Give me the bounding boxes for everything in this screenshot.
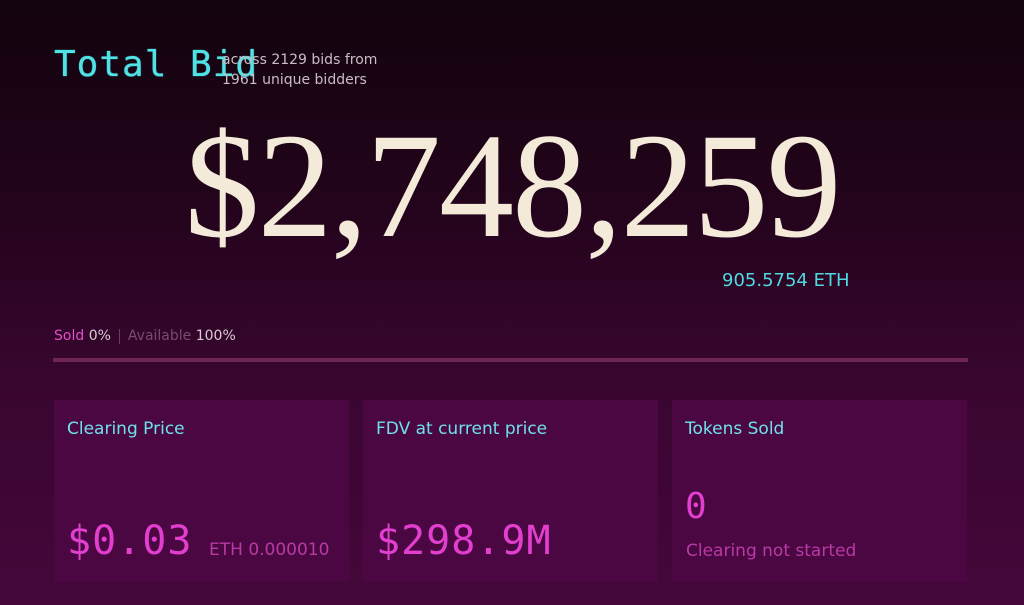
progress-labels: Sold 0% Available 100% — [54, 328, 236, 344]
card: Clearing Price $0.03 ETH 0.000010 — [54, 400, 349, 582]
card-value: $298.9M — [376, 518, 552, 564]
card-value: 0 — [685, 486, 708, 527]
total-eth: 905.5754 ETH — [722, 270, 850, 291]
card-note: ETH 0.000010 — [209, 540, 330, 560]
total-amount: $2,748,259 — [184, 103, 842, 269]
sold-value: 0% — [88, 328, 111, 344]
available-value: 100% — [195, 328, 236, 344]
card-title: Tokens Sold — [685, 419, 785, 439]
subtitle: across 2129 bids from 1961 unique bidder… — [222, 52, 378, 88]
card: FDV at current price $298.9M — [363, 400, 658, 582]
available-label: Available — [127, 328, 192, 344]
card: Tokens Sold 0 Clearing not started — [672, 400, 967, 582]
title: Total Bid — [54, 44, 259, 85]
separator — [118, 328, 120, 344]
card-note: Clearing not started — [686, 541, 857, 561]
card-value: $0.03 — [67, 518, 193, 564]
card-title: FDV at current price — [376, 419, 548, 439]
progress-bar — [53, 358, 968, 362]
card-title: Clearing Price — [67, 419, 185, 439]
sold-label: Sold — [54, 328, 85, 344]
